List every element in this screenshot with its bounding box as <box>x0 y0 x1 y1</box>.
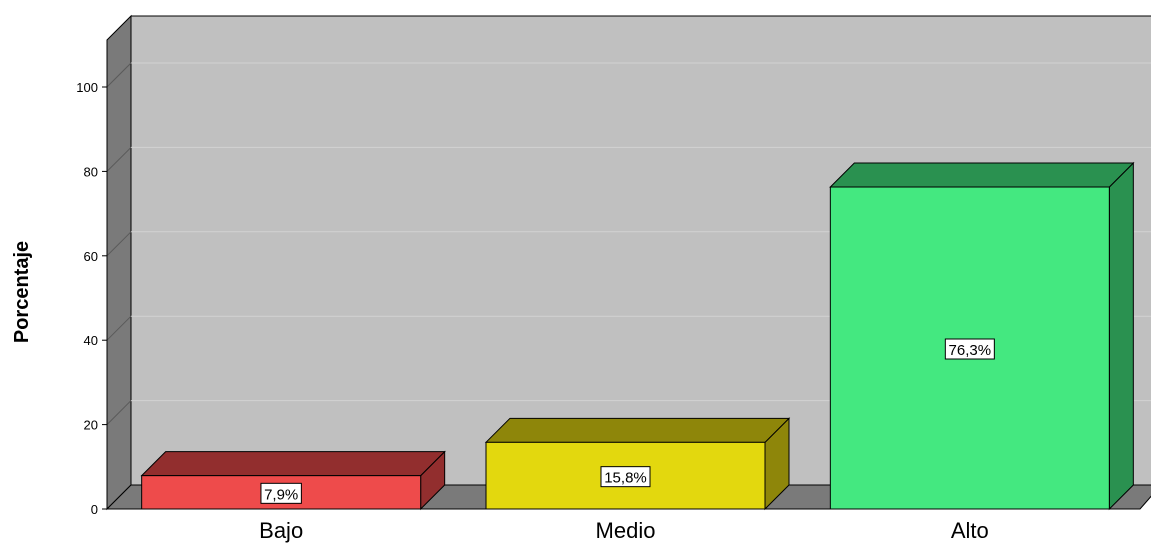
y-tick-label: 80 <box>84 164 98 179</box>
y-axis-ticks: 0 20 40 60 80 100 <box>76 40 108 517</box>
y-tick-label: 20 <box>84 418 98 433</box>
y-tick-label: 60 <box>84 249 98 264</box>
x-tick-label: Alto <box>951 518 989 543</box>
bar-side <box>1108 161 1134 511</box>
y-tick-label: 0 <box>91 502 98 517</box>
side-wall <box>106 14 132 511</box>
gridline-side <box>106 147 132 172</box>
data-label: 7,9% <box>264 486 298 503</box>
y-tick-label: 100 <box>76 80 98 95</box>
y-axis-title: Porcentaje <box>11 241 33 343</box>
data-label: 76,3% <box>949 342 992 359</box>
x-axis-labels: Bajo Medio Alto <box>259 518 989 543</box>
bar-alto: 76,3% <box>829 161 1135 511</box>
data-label-box <box>260 482 302 504</box>
gridline-side <box>106 315 132 341</box>
data-label: 15,8% <box>604 470 647 487</box>
gridline-side <box>106 400 132 425</box>
bar-medio: 15,8% <box>484 417 791 511</box>
data-label-box <box>600 466 651 488</box>
bars: 7,9% 15,8% 76,3% <box>140 161 1135 511</box>
gridline-side <box>106 231 132 257</box>
bar-top <box>829 162 1135 188</box>
data-label-box <box>944 338 995 360</box>
gridline-side <box>106 62 132 88</box>
bar-bajo: 7,9% <box>140 450 446 511</box>
x-tick-label: Bajo <box>259 518 303 543</box>
x-tick-label: Medio <box>596 518 656 543</box>
y-tick-label: 40 <box>84 333 98 348</box>
bar-top <box>484 417 791 443</box>
bar-top <box>140 451 446 477</box>
